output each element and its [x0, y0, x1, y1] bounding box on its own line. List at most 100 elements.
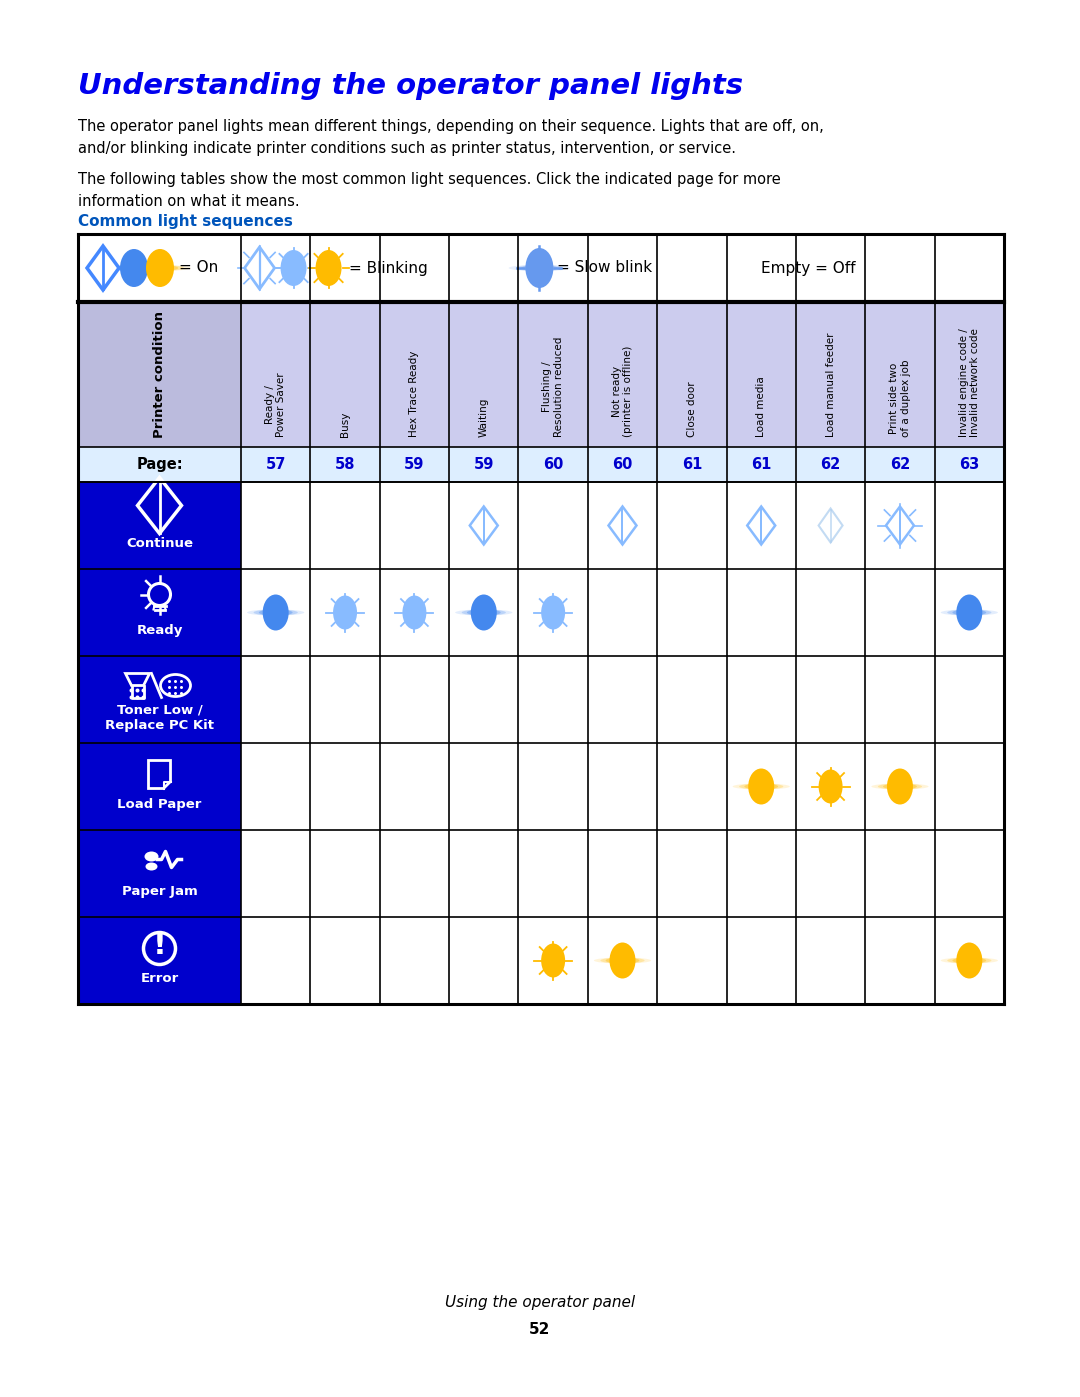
Text: Not ready
(printer is offline): Not ready (printer is offline) [611, 345, 633, 437]
Ellipse shape [525, 249, 553, 288]
Ellipse shape [541, 595, 565, 630]
Bar [78, 447, 1004, 482]
Text: The following tables show the most common light sequences. Click the indicated p: The following tables show the most commo… [78, 172, 781, 210]
Polygon shape [244, 247, 274, 289]
Polygon shape [470, 507, 498, 545]
Ellipse shape [247, 609, 305, 616]
Ellipse shape [130, 265, 191, 271]
Circle shape [180, 686, 183, 689]
Ellipse shape [136, 265, 184, 271]
Polygon shape [87, 246, 119, 291]
Text: = On: = On [179, 260, 218, 275]
Text: Hex Trace Ready: Hex Trace Ready [409, 351, 419, 437]
Text: 62: 62 [821, 457, 840, 472]
Ellipse shape [281, 250, 307, 286]
Text: 63: 63 [959, 457, 980, 472]
Bar [241, 657, 1004, 743]
Text: Understanding the operator panel lights: Understanding the operator panel lights [78, 73, 743, 101]
Ellipse shape [254, 609, 298, 616]
Text: Printer condition: Printer condition [153, 312, 166, 439]
Bar [241, 743, 1004, 830]
Ellipse shape [609, 943, 635, 978]
Text: = Slow blink: = Slow blink [557, 260, 652, 275]
Circle shape [174, 686, 177, 689]
Ellipse shape [947, 957, 991, 964]
Text: The operator panel lights mean different things, depending on their sequence. Li: The operator panel lights mean different… [78, 119, 824, 156]
Polygon shape [608, 507, 636, 545]
Ellipse shape [956, 943, 983, 978]
Text: Ready: Ready [136, 624, 183, 637]
Circle shape [130, 689, 134, 693]
Text: !: ! [152, 930, 166, 960]
Circle shape [130, 696, 134, 700]
Circle shape [180, 692, 183, 694]
Text: Load Paper: Load Paper [118, 798, 202, 812]
Bar [78, 830, 241, 916]
Ellipse shape [509, 265, 570, 271]
Bar [241, 482, 1004, 569]
Text: Load media: Load media [756, 376, 766, 437]
Ellipse shape [120, 249, 148, 286]
Circle shape [135, 696, 139, 700]
Ellipse shape [941, 957, 998, 964]
Text: Flushing /
Resolution reduced: Flushing / Resolution reduced [542, 337, 564, 437]
Ellipse shape [600, 957, 645, 964]
Text: Paper Jam: Paper Jam [122, 886, 198, 898]
Ellipse shape [819, 770, 842, 803]
Text: Close door: Close door [687, 381, 697, 437]
Ellipse shape [467, 609, 501, 616]
Text: 52: 52 [529, 1322, 551, 1337]
Ellipse shape [315, 250, 341, 286]
Ellipse shape [110, 265, 158, 271]
Bar [241, 569, 1004, 657]
Text: Ready /
Power Saver: Ready / Power Saver [265, 373, 286, 437]
Ellipse shape [116, 265, 152, 271]
Ellipse shape [461, 609, 505, 616]
Ellipse shape [541, 943, 565, 978]
Ellipse shape [141, 265, 178, 271]
Text: Toner Low /
Replace PC Kit: Toner Low / Replace PC Kit [105, 704, 214, 732]
Text: Using the operator panel: Using the operator panel [445, 1295, 635, 1309]
Text: 59: 59 [404, 457, 424, 472]
Text: = Blinking: = Blinking [349, 260, 428, 275]
Polygon shape [819, 509, 842, 542]
Text: 57: 57 [266, 457, 286, 472]
Ellipse shape [878, 784, 922, 789]
Circle shape [168, 680, 171, 683]
Circle shape [174, 680, 177, 683]
Text: 60: 60 [543, 457, 564, 472]
Bar [241, 916, 1004, 1004]
Ellipse shape [471, 595, 497, 630]
Text: Page:: Page: [136, 457, 183, 472]
Ellipse shape [956, 595, 983, 630]
Ellipse shape [883, 784, 917, 789]
Ellipse shape [732, 784, 789, 789]
Ellipse shape [739, 784, 783, 789]
Circle shape [180, 680, 183, 683]
Ellipse shape [953, 957, 986, 964]
Ellipse shape [947, 609, 991, 616]
Text: Print side two
of a duplex job: Print side two of a duplex job [889, 359, 910, 437]
Circle shape [141, 689, 146, 693]
Ellipse shape [104, 265, 165, 271]
Ellipse shape [748, 768, 774, 805]
Ellipse shape [403, 595, 427, 630]
Bar [78, 302, 241, 447]
Circle shape [174, 692, 177, 694]
Bar [78, 235, 1004, 1004]
Text: Waiting: Waiting [478, 398, 489, 437]
Ellipse shape [941, 609, 998, 616]
Text: Busy: Busy [340, 412, 350, 437]
Bar [78, 482, 241, 569]
Text: 59: 59 [474, 457, 494, 472]
Text: 62: 62 [890, 457, 910, 472]
Polygon shape [747, 507, 775, 545]
Ellipse shape [146, 862, 158, 870]
Ellipse shape [887, 768, 913, 805]
Ellipse shape [744, 784, 778, 789]
Bar [78, 743, 241, 830]
Ellipse shape [594, 957, 651, 964]
Text: Load manual feeder: Load manual feeder [825, 332, 836, 437]
Ellipse shape [606, 957, 639, 964]
Circle shape [168, 686, 171, 689]
